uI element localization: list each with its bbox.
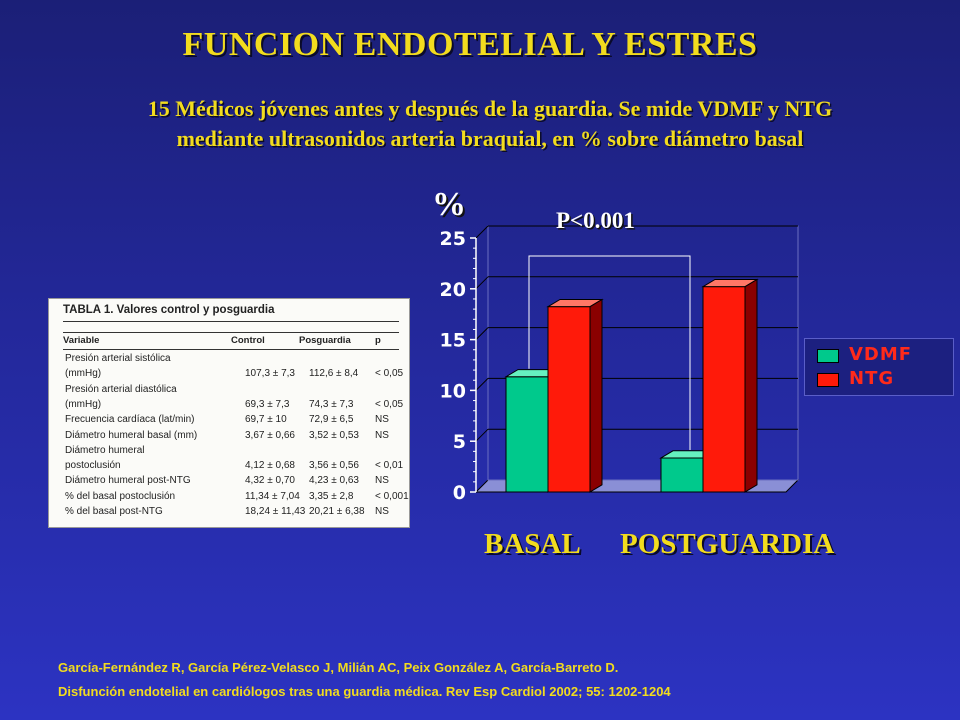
significance-bracket [528,255,691,450]
table-cell: NS [375,475,389,487]
table-cell: 112,6 ± 8,4 [309,368,359,380]
table-cell: (mmHg) [65,398,102,410]
subtitle-line-2: mediante ultrasonidos arteria braquial, … [176,126,804,151]
y-tick-label: 5 [453,431,466,453]
legend-label-ntg: NTG [849,368,895,389]
table-cell: 4,32 ± 0,70 [245,475,295,487]
gridline-side [475,378,489,391]
table-cell: Frecuencia cardíaca (lat/min) [65,414,195,426]
y-tick-label: 25 [440,228,466,250]
table-caption: TABLA 1. Valores control y posguardia [63,304,275,316]
table-header-posguardia: Posguardia [299,335,351,346]
p-value-annotation: P<0.001 [556,208,635,233]
reference-line-1: García-Fernández R, García Pérez-Velasco… [58,660,619,675]
bar-side [744,278,758,493]
table-cell: 69,7 ± 10 [245,414,287,426]
table-rule-top [63,321,399,322]
table-cell: 20,21 ± 6,38 [309,506,365,517]
table-cell: % del basal post-NTG [65,506,163,517]
table-cell: < 0,001 [375,490,409,502]
table-cell: 4,12 ± 0,68 [245,460,295,472]
table-cell: 3,52 ± 0,53 [309,429,359,441]
gridline-side [475,225,489,239]
table-cell: < 0,05 [375,398,404,410]
gridline-side [475,327,489,340]
table-cell: NS [375,506,389,517]
table-cell: 3,35 ± 2,8 [309,490,354,502]
table-cell: 107,3 ± 7,3 [245,368,295,380]
table-cell: Presión arterial diastólica [65,383,177,395]
y-axis-label: % [432,186,466,223]
bar-side [589,298,603,493]
table-header-variable: Variable [63,335,100,346]
table-cell: Diámetro humeral post-NTG [65,475,191,487]
table-header-control: Control [231,335,265,346]
table-cell: postoclusión [65,460,121,472]
bar-vdmf-basal [505,376,549,493]
legend-swatch-vdmf [817,349,839,363]
table-cell: Presión arterial sistólica [65,353,171,364]
x-category-basal: BASAL [484,528,581,560]
x-category-postguardia: POSTGUARDIA [620,528,835,560]
table-cell: 72,9 ± 6,5 [309,414,354,426]
slide-subtitle: 15 Médicos jóvenes antes y después de la… [40,94,940,154]
table-cell: 3,56 ± 0,56 [309,460,359,472]
legend-swatch-ntg [817,373,839,387]
table-cell: NS [375,429,389,441]
gridline-side [475,428,489,442]
table-cell: 69,3 ± 7,3 [245,398,290,410]
slide-title: FUNCION ENDOTELIAL Y ESTRES [182,26,758,63]
y-tick-label: 15 [440,330,466,352]
chart-legend: VDMF NTG [804,338,954,396]
y-tick-label: 20 [440,279,466,301]
table-cell: Diámetro humeral [65,444,145,456]
subtitle-line-1: 15 Médicos jóvenes antes y después de la… [147,96,833,121]
table-cell: NS [375,414,389,426]
y-tick-label: 10 [440,380,466,402]
y-tick-label: 0 [453,482,466,504]
table-cell: < 0,01 [375,460,404,472]
bar-vdmf-postguardia [660,457,704,493]
table-cell: 18,24 ± 11,43 [245,506,306,517]
table-cell: < 0,05 [375,368,404,380]
bar-ntg-basal [547,306,591,493]
table-header-p: p [375,335,381,346]
table-rule-header [63,349,399,350]
table-cell: 11,34 ± 7,04 [245,490,300,502]
data-table-image: TABLA 1. Valores control y posguardia Va… [48,298,410,528]
table-cell: (mmHg) [65,368,102,380]
table-rule-top2 [63,332,399,333]
reference-line-2: Disfunción endotelial en cardiólogos tra… [58,684,671,699]
table-cell: % del basal postoclusión [65,490,176,502]
gridline-side [475,276,489,290]
table-cell: 4,23 ± 0,63 [309,475,359,487]
legend-label-vdmf: VDMF [849,344,913,365]
table-cell: 74,3 ± 7,3 [309,398,354,410]
bar-ntg-postguardia [702,286,746,493]
table-cell: 3,67 ± 0,66 [245,429,295,441]
table-cell: Diámetro humeral basal (mm) [65,429,198,441]
